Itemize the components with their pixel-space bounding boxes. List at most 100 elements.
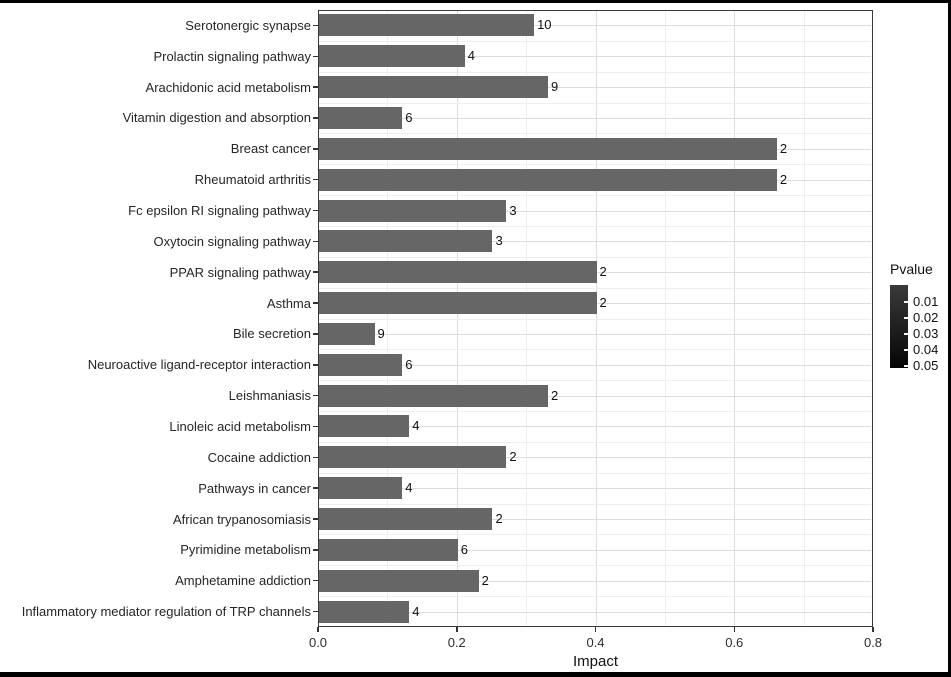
y-tick-mark bbox=[313, 456, 318, 459]
legend-tick-label: 0.01 bbox=[913, 294, 939, 309]
grid-line-major bbox=[319, 364, 871, 366]
grid-line-minor bbox=[319, 565, 871, 567]
grid-line-major bbox=[456, 11, 458, 625]
y-tick-mark bbox=[313, 209, 318, 212]
grid-line-major bbox=[319, 611, 871, 613]
bar bbox=[319, 384, 548, 407]
grid-line-minor bbox=[319, 534, 871, 536]
x-tick-label: 0.6 bbox=[725, 635, 744, 650]
bar-value-label: 4 bbox=[412, 418, 420, 434]
grid-line-major bbox=[319, 56, 871, 58]
bar bbox=[319, 292, 597, 315]
bar-value-label: 3 bbox=[509, 202, 517, 218]
bar-value-label: 2 bbox=[509, 449, 517, 465]
bar bbox=[319, 415, 410, 438]
grid-line-major bbox=[734, 11, 736, 625]
grid-line-minor bbox=[319, 225, 871, 227]
grid-line-minor bbox=[319, 195, 871, 197]
bar bbox=[319, 600, 410, 623]
category-label: Cocaine addiction bbox=[207, 449, 311, 465]
y-tick-mark bbox=[313, 240, 318, 243]
x-tick-mark bbox=[456, 627, 458, 632]
bar bbox=[319, 168, 777, 191]
bar-value-label: 10 bbox=[537, 17, 552, 33]
bar-value-label: 2 bbox=[779, 171, 788, 187]
bar bbox=[319, 106, 403, 129]
bar-value-label: 2 bbox=[481, 572, 489, 588]
grid-line-minor bbox=[319, 472, 871, 474]
y-tick-mark bbox=[313, 55, 318, 58]
y-tick-mark bbox=[313, 610, 318, 613]
grid-line-major bbox=[319, 210, 871, 212]
category-label: Breast cancer bbox=[230, 141, 311, 157]
y-tick-mark bbox=[313, 487, 318, 489]
bar-value-label: 6 bbox=[405, 356, 413, 372]
y-tick-mark bbox=[313, 364, 318, 366]
category-label: Rheumatoid arthritis bbox=[194, 172, 311, 188]
x-tick-mark bbox=[594, 627, 597, 632]
bar-value-label: 2 bbox=[779, 140, 788, 156]
x-tick-mark bbox=[872, 627, 874, 632]
bar-value-label: 2 bbox=[599, 295, 607, 311]
bar-value-label: 2 bbox=[495, 511, 503, 527]
category-label: Neuroactive ligand-receptor interaction bbox=[87, 357, 311, 373]
y-tick-mark bbox=[313, 333, 318, 335]
grid-line-minor bbox=[319, 102, 871, 104]
grid-line-major bbox=[319, 457, 871, 459]
grid-line-minor bbox=[387, 11, 389, 625]
y-tick-mark bbox=[313, 579, 318, 582]
grid-line-minor bbox=[319, 441, 871, 443]
screenshot-border-right bbox=[948, 0, 951, 677]
bar-value-label: 2 bbox=[599, 264, 607, 280]
category-label: Fc epsilon RI signaling pathway bbox=[128, 203, 311, 219]
category-label: Leishmaniasis bbox=[228, 388, 311, 404]
y-tick-mark bbox=[313, 178, 318, 181]
grid-line-minor bbox=[526, 11, 528, 625]
bar-value-label: 9 bbox=[377, 325, 385, 341]
grid-line-minor bbox=[319, 40, 871, 42]
grid-line-minor bbox=[319, 411, 871, 413]
legend-gradient-bar bbox=[890, 285, 908, 368]
y-tick-mark bbox=[313, 425, 318, 428]
grid-line-major bbox=[319, 580, 871, 582]
legend-tick-label: 0.05 bbox=[913, 358, 939, 373]
grid-line-minor bbox=[319, 287, 871, 289]
grid-line-minor bbox=[319, 380, 871, 382]
legend-tick-mark bbox=[904, 365, 908, 367]
grid-line-minor bbox=[319, 133, 871, 135]
legend-tick-label: 0.04 bbox=[913, 342, 939, 357]
legend-tick-mark bbox=[904, 317, 908, 319]
grid-line-minor bbox=[319, 256, 871, 258]
x-tick-mark bbox=[317, 627, 319, 632]
bar bbox=[319, 76, 548, 99]
legend-tick-label: 0.03 bbox=[913, 326, 939, 341]
y-tick-mark bbox=[313, 148, 318, 150]
bar-value-label: 3 bbox=[495, 233, 503, 249]
bar-value-label: 6 bbox=[405, 109, 413, 125]
category-label: Prolactin signaling pathway bbox=[153, 48, 311, 64]
grid-line-minor bbox=[319, 349, 871, 351]
bar-value-label: 4 bbox=[405, 480, 413, 496]
bar bbox=[319, 477, 403, 500]
y-tick-mark bbox=[313, 24, 318, 27]
grid-line-major bbox=[319, 426, 871, 428]
bar-value-label: 6 bbox=[460, 541, 468, 557]
y-tick-mark bbox=[313, 394, 318, 397]
bar bbox=[319, 322, 375, 345]
bar bbox=[319, 353, 403, 376]
bar bbox=[319, 199, 507, 222]
grid-line-major bbox=[319, 25, 871, 27]
grid-line-major bbox=[595, 11, 597, 625]
y-tick-mark bbox=[313, 549, 318, 551]
category-label: Pathways in cancer bbox=[198, 480, 311, 496]
grid-line-major bbox=[319, 395, 871, 397]
grid-line-minor bbox=[319, 71, 871, 73]
legend-tick-mark bbox=[904, 301, 908, 303]
category-label: African trypanosomiasis bbox=[173, 511, 311, 527]
category-label: Bile secretion bbox=[232, 326, 311, 342]
x-tick-label: 0.0 bbox=[308, 635, 328, 650]
category-label: Linoleic acid metabolism bbox=[169, 418, 311, 434]
y-tick-mark bbox=[313, 86, 318, 88]
bar bbox=[319, 230, 493, 253]
category-label: Vitamin digestion and absorption bbox=[122, 110, 311, 126]
